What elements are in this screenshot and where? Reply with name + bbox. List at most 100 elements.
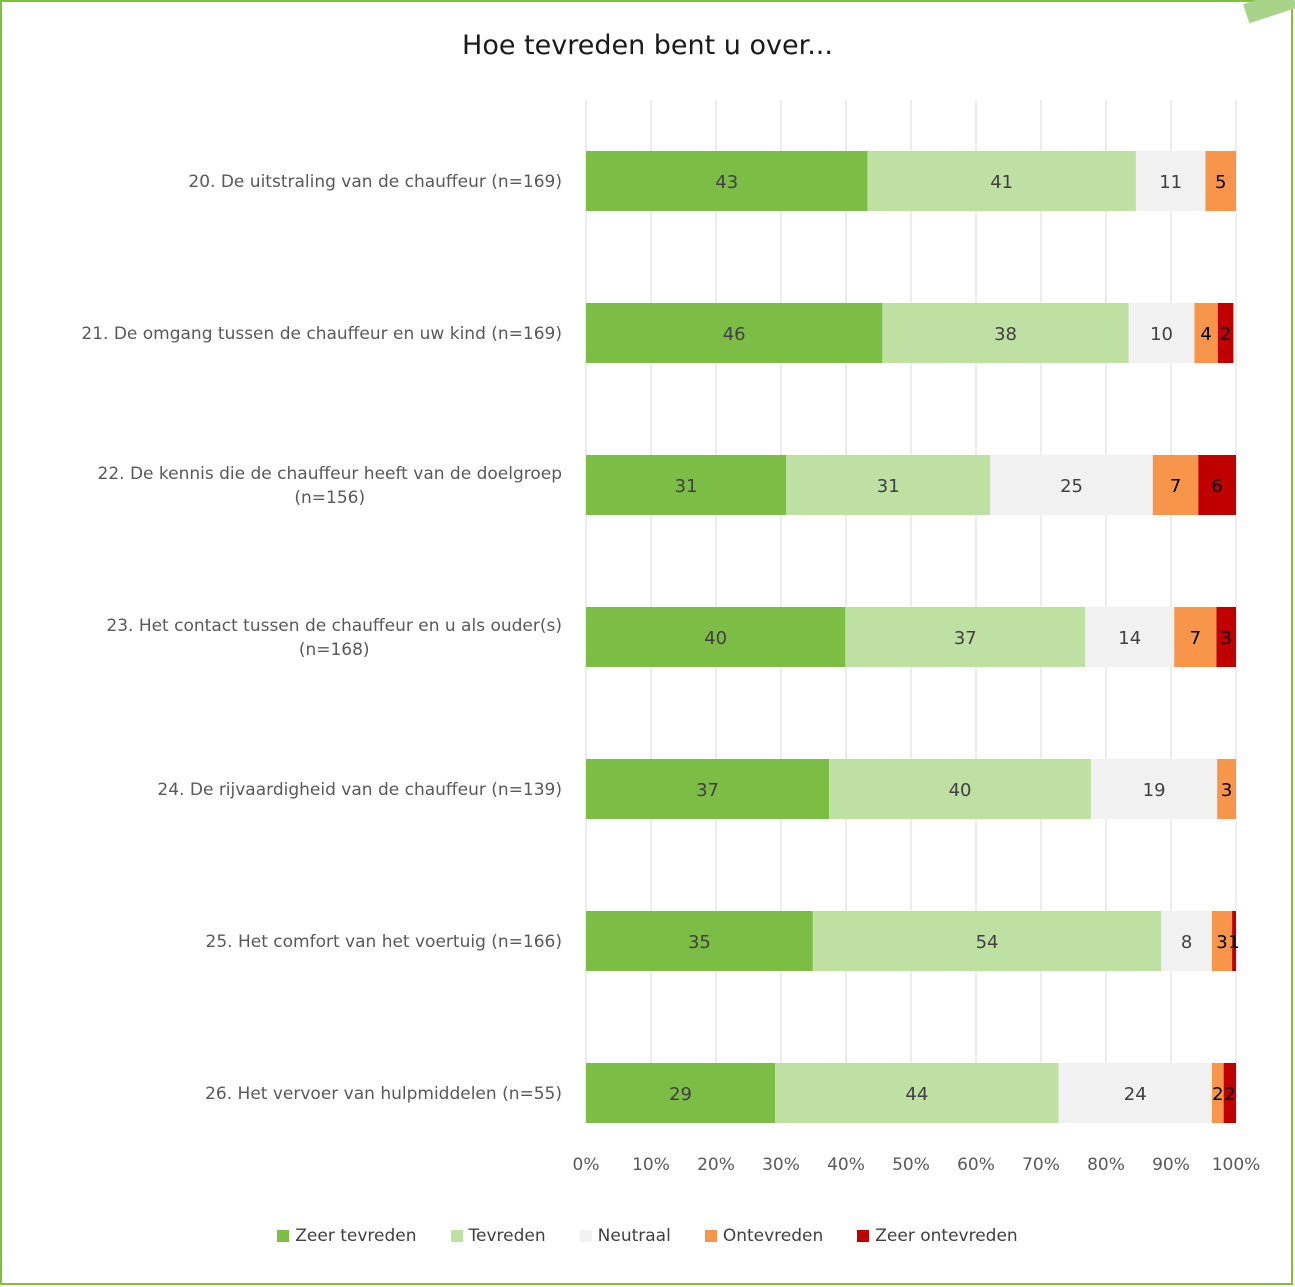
legend: Zeer tevreden Tevreden Neutraal Ontevreden Z… [0, 1226, 1295, 1246]
data-label: 44 [905, 1084, 928, 1105]
bar-tevreden [845, 607, 1086, 667]
bar-ontevreden [1152, 455, 1199, 515]
x-tick-label: 0% [573, 1155, 600, 1175]
x-tick-label: 20% [697, 1155, 735, 1175]
data-label: 5 [1215, 172, 1226, 193]
data-label: 10 [1150, 324, 1173, 345]
legend-swatch [704, 1230, 717, 1242]
bar-tevreden [829, 759, 1092, 819]
legend-item: Tevreden [450, 1226, 546, 1246]
category-label: 25. Het comfort van het voertuig (n=166) [206, 932, 562, 952]
bar-zeer-tevreden [586, 151, 868, 211]
data-label: 38 [994, 324, 1017, 345]
bar-tevreden [786, 455, 991, 515]
category-label: 21. De omgang tussen de chauffeur en uw … [81, 324, 562, 344]
data-label: 7 [1190, 628, 1201, 649]
bar-zeer-ontevreden [1223, 1063, 1236, 1123]
bar-ontevreden [1211, 911, 1233, 971]
legend-item: Zeer tevreden [277, 1226, 417, 1246]
category-label: 23. Het contact tussen de chauffeur en u… [106, 616, 562, 660]
data-label: 1 [1228, 932, 1239, 953]
legend-label: Zeer tevreden [295, 1226, 417, 1246]
data-label: 31 [675, 476, 698, 497]
bar-zeer-ontevreden [1216, 607, 1236, 667]
bar-neutraal [1135, 151, 1206, 211]
bar-tevreden [867, 151, 1136, 211]
bar-zeer-tevreden [586, 455, 787, 515]
data-label: 37 [696, 780, 719, 801]
data-label: 7 [1170, 476, 1181, 497]
bar-neutraal [990, 455, 1153, 515]
x-tick-label: 80% [1087, 1155, 1125, 1175]
data-label: 3 [1221, 780, 1232, 801]
bar-zeer-ontevreden [1198, 455, 1236, 515]
legend-swatch [857, 1230, 870, 1242]
data-label: 35 [688, 932, 711, 953]
x-tick-label: 60% [957, 1155, 995, 1175]
bar-neutraal [1091, 759, 1218, 819]
category-label: 20. De uitstraling van de chauffeur (n=1… [188, 172, 562, 192]
bar-tevreden [812, 911, 1162, 971]
bar-ontevreden [1211, 1063, 1224, 1123]
x-tick-label: 30% [762, 1155, 800, 1175]
data-label: 3 [1221, 628, 1232, 649]
bar-ontevreden [1217, 759, 1236, 819]
data-label: 2 [1224, 1084, 1235, 1105]
data-label: 40 [949, 780, 972, 801]
data-label: 31 [877, 476, 900, 497]
data-label: 40 [704, 628, 727, 649]
bar-ontevreden [1174, 607, 1217, 667]
data-label: 2 [1212, 1084, 1223, 1105]
bar-zeer-ontevreden [1217, 303, 1234, 363]
bar-ontevreden [1205, 151, 1236, 211]
x-tick-label: 70% [1022, 1155, 1060, 1175]
bar-neutraal [1058, 1063, 1212, 1123]
bar-zeer-tevreden [586, 759, 830, 819]
bar-tevreden [775, 1063, 1059, 1123]
bar-ontevreden [1194, 303, 1218, 363]
bar-neutraal [1085, 607, 1175, 667]
data-label: 3 [1216, 932, 1227, 953]
x-tick-label: 40% [827, 1155, 865, 1175]
chart-title: Hoe tevreden bent u over... [462, 30, 833, 61]
data-label: 41 [990, 172, 1013, 193]
legend-swatch [579, 1230, 592, 1242]
data-label: 37 [954, 628, 977, 649]
bar-zeer-ontevreden [1232, 911, 1236, 971]
data-label: 11 [1159, 172, 1182, 193]
data-label: 29 [669, 1084, 692, 1105]
data-label: 8 [1181, 932, 1192, 953]
bar-neutraal [1161, 911, 1212, 971]
x-tick-label: 10% [632, 1155, 670, 1175]
legend-item: Zeer ontevreden [857, 1226, 1018, 1246]
bar-zeer-tevreden [586, 1063, 776, 1123]
data-label: 19 [1143, 780, 1166, 801]
legend-label: Ontevreden [722, 1226, 824, 1246]
bar-zeer-tevreden [586, 607, 846, 667]
x-tick-label: 100% [1212, 1155, 1261, 1175]
legend-label: Tevreden [468, 1226, 546, 1246]
category-label: 24. De rijvaardigheid van de chauffeur (… [157, 780, 562, 800]
data-label: 54 [976, 932, 999, 953]
legend-label: Neutraal [597, 1226, 671, 1246]
legend-item: Neutraal [579, 1226, 671, 1246]
bar-zeer-tevreden [586, 303, 883, 363]
data-label: 14 [1118, 628, 1141, 649]
bar-tevreden [882, 303, 1129, 363]
data-label: 4 [1200, 324, 1211, 345]
legend-label: Zeer ontevreden [875, 1226, 1018, 1246]
x-tick-label: 90% [1152, 1155, 1190, 1175]
data-label: 2 [1220, 324, 1231, 345]
data-label: 43 [715, 172, 738, 193]
legend-swatch [450, 1230, 463, 1242]
bar-neutraal [1128, 303, 1195, 363]
legend-swatch [277, 1230, 290, 1242]
data-label: 6 [1211, 476, 1222, 497]
bar-zeer-tevreden [586, 911, 813, 971]
category-label: 22. De kennis die de chauffeur heeft van… [98, 464, 563, 508]
data-label: 25 [1060, 476, 1083, 497]
data-label: 24 [1124, 1084, 1147, 1105]
category-label: 26. Het vervoer van hulpmiddelen (n=55) [205, 1084, 562, 1104]
data-label: 46 [723, 324, 746, 345]
